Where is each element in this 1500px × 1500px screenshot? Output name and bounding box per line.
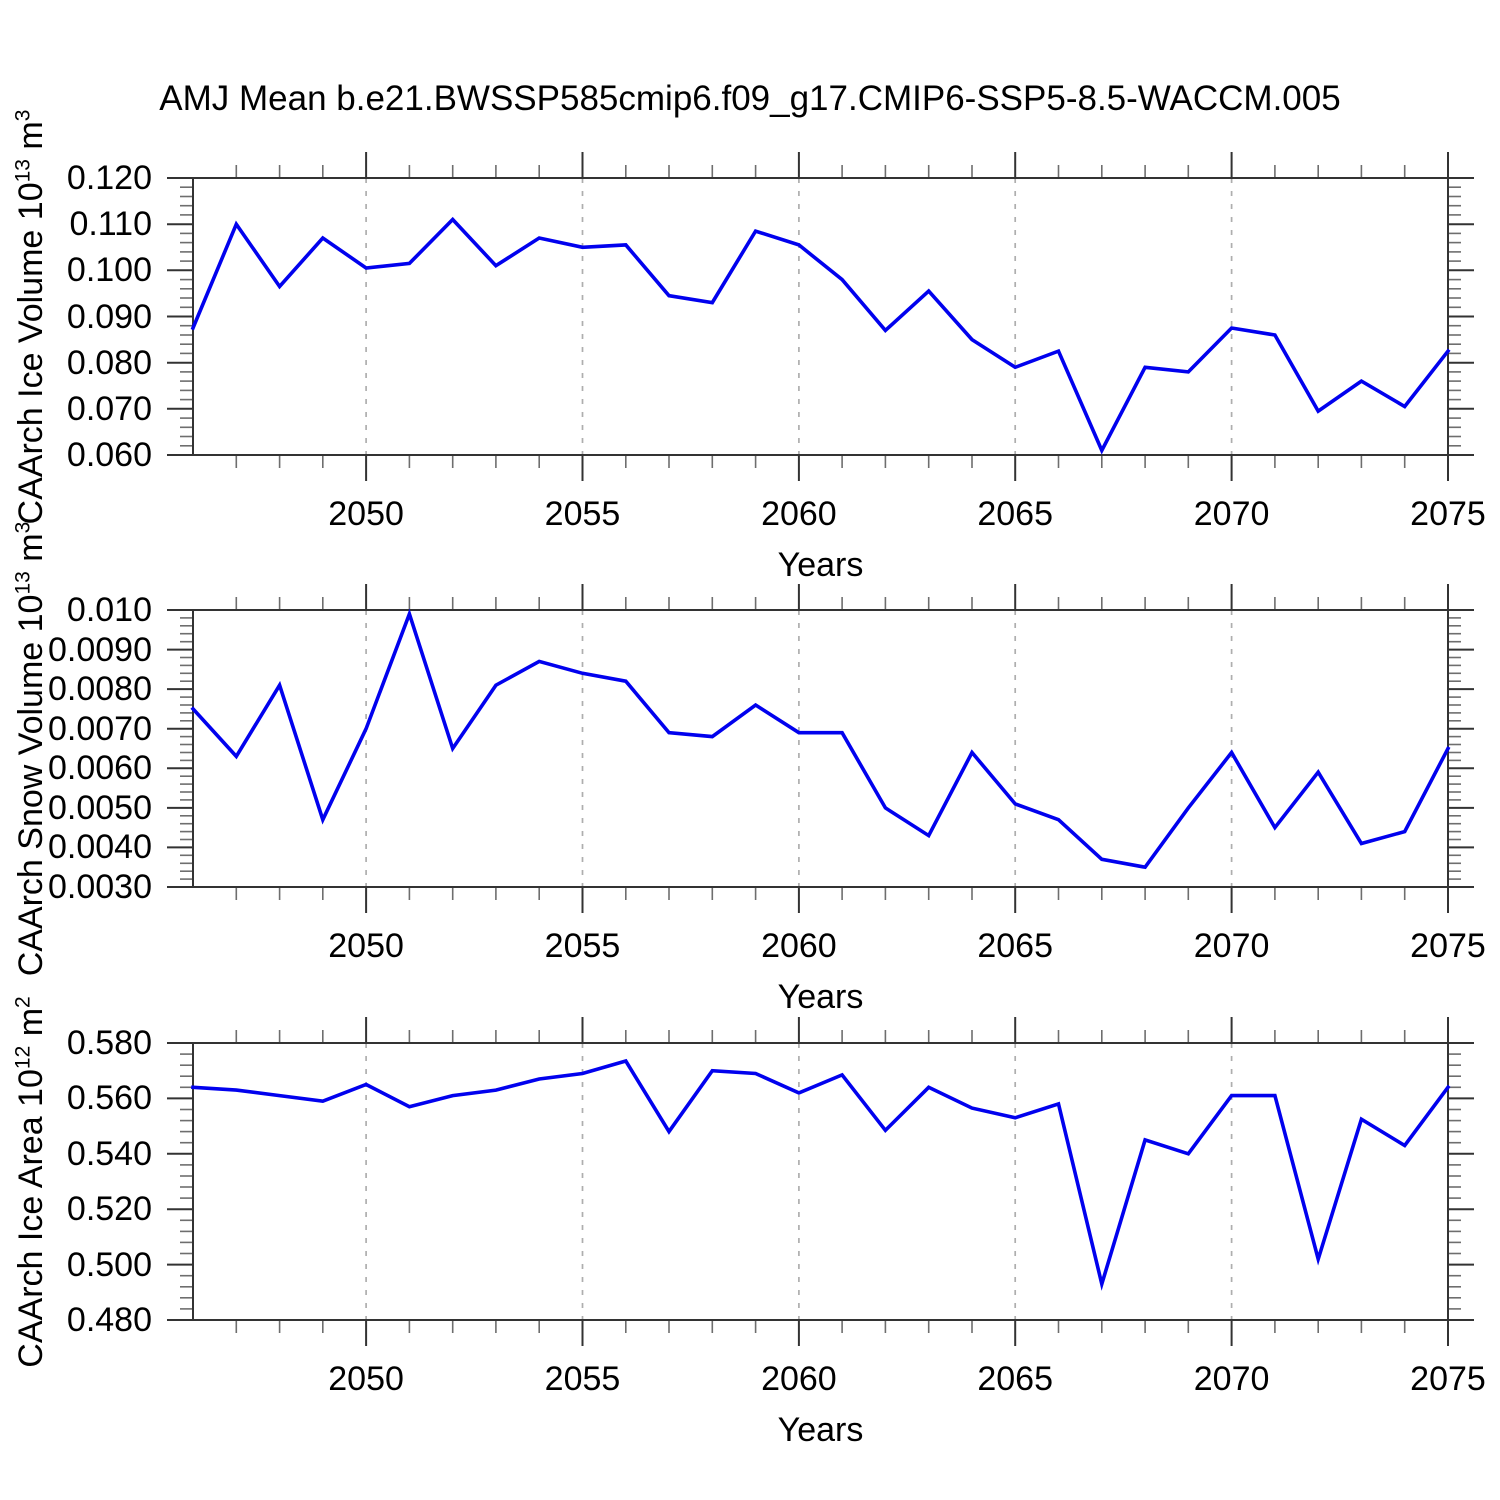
y-tick-label: 0.090 <box>66 297 152 336</box>
y-tick-label: 0.0030 <box>48 868 152 906</box>
x-tick-label: 2070 <box>1193 1360 1270 1398</box>
chart-ice-volume <box>167 152 1474 481</box>
y-ticks <box>167 177 1474 456</box>
superscript: 12 <box>11 1045 35 1069</box>
plot-frame <box>192 177 1449 456</box>
plot-frame <box>192 1042 1449 1321</box>
data-line-snow-volume <box>190 608 1451 870</box>
x-tick-label: 2065 <box>977 927 1054 965</box>
x-tick-label: 2065 <box>977 1360 1054 1398</box>
y-tick-label: 0.110 <box>69 205 152 244</box>
y-tick-label: 0.0060 <box>48 749 152 788</box>
superscript: 3 <box>11 521 35 533</box>
y-tick-label: 0.0050 <box>48 788 152 827</box>
x-tick-label: 2075 <box>1410 1360 1486 1398</box>
y-tick-label: 0.070 <box>66 389 152 428</box>
data-line-ice-volume <box>190 216 1451 455</box>
y-tick-label: 0.080 <box>66 343 152 382</box>
y-tick-label: 0.0040 <box>48 828 152 867</box>
x-tick-label: 2065 <box>977 495 1054 533</box>
x-tick-label: 2055 <box>544 927 621 965</box>
y-tick-label: 0.540 <box>66 1134 152 1173</box>
y-axis-title-ice-area: CAArch Ice Area 1012 m2 <box>11 995 50 1368</box>
superscript: 3 <box>11 109 35 121</box>
y-tick-label: 0.120 <box>66 159 152 197</box>
y-tick-label: 0.480 <box>66 1301 152 1339</box>
y-tick-label: 0.0070 <box>48 709 152 748</box>
y-tick-label: 0.0090 <box>48 630 152 669</box>
y-tick-label: 0.060 <box>66 436 152 474</box>
x-axis-title-snow-volume: Years <box>777 978 864 1016</box>
figure-title: AMJ Mean b.e21.BWSSP585cmip6.f09_g17.CMI… <box>159 79 1341 118</box>
y-tick-label: 0.0080 <box>48 670 152 709</box>
y-tick-label: 0.500 <box>66 1245 152 1284</box>
x-tick-label: 2075 <box>1410 495 1486 533</box>
x-tick-label: 2060 <box>761 495 837 533</box>
y-tick-label: 0.580 <box>66 1024 152 1062</box>
x-tick-label: 2055 <box>544 1360 621 1398</box>
x-tick-label: 2060 <box>761 927 837 965</box>
superscript: 13 <box>11 158 35 182</box>
y-tick-label: 0.100 <box>66 251 152 290</box>
x-tick-label: 2055 <box>544 495 621 533</box>
data-line-ice-area <box>191 1058 1451 1291</box>
superscript: 2 <box>11 995 35 1008</box>
x-ticks <box>235 152 1449 481</box>
x-axis-title-ice-volume: Years <box>777 546 864 584</box>
x-ticks <box>235 584 1449 913</box>
x-tick-label: 2060 <box>761 1360 837 1398</box>
x-tick-label: 2050 <box>328 1360 404 1398</box>
x-ticks <box>235 1017 1449 1346</box>
x-tick-label: 2050 <box>328 927 404 965</box>
x-tick-label: 2050 <box>328 495 404 533</box>
y-tick-label: 0.520 <box>66 1190 152 1229</box>
superscript: 13 <box>11 570 35 595</box>
chart-ice-area <box>167 1017 1474 1346</box>
x-axis-title-ice-area: Years <box>777 1411 864 1449</box>
x-tick-label: 2070 <box>1193 495 1270 533</box>
x-tick-label: 2070 <box>1193 927 1270 965</box>
plot-frame <box>192 609 1449 888</box>
y-tick-label: 0.560 <box>66 1079 152 1118</box>
y-ticks <box>167 609 1474 888</box>
chart-snow-volume <box>167 584 1474 913</box>
y-ticks <box>167 1042 1474 1321</box>
x-tick-label: 2075 <box>1410 927 1486 965</box>
y-tick-label: 0.010 <box>66 591 152 629</box>
